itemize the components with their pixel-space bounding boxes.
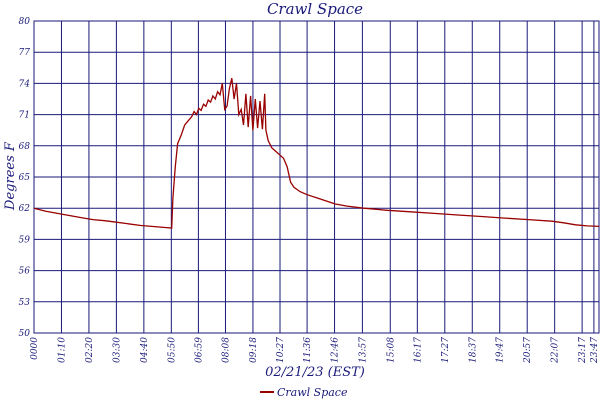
x-tick-label: 22:07 [551,337,561,364]
y-tick-label: 68 [19,142,31,152]
x-tick-label: 16:17 [413,337,423,363]
x-axis-label: 02/21/23 (EST) [265,365,365,380]
x-tick-label: 03:30 [112,337,122,363]
y-tick-label: 53 [19,298,31,308]
plot-frame [33,20,600,334]
chart-grid [33,20,600,334]
x-tick-label: 20:57 [523,337,533,364]
x-tick-label: 15:08 [386,337,396,363]
y-tick-label: 56 [19,267,31,277]
y-tick-label: 80 [19,17,31,27]
x-tick-label: 05:50 [167,337,177,363]
x-tick-label: 06:59 [194,337,204,363]
y-tick-label: 74 [19,79,31,89]
x-tick-label: 01:10 [57,337,67,363]
chart-title: Crawl Space [267,0,363,18]
legend-label: Crawl Space [277,386,348,399]
y-tick-label: 62 [19,204,31,214]
x-tick-label: 0000 [30,337,40,360]
legend: Crawl Space [260,386,348,399]
x-tick-label: 23:47 [590,337,600,364]
x-tick-label: 23:17 [578,337,588,364]
x-tick-label: 17:27 [441,337,451,363]
x-axis-ticks: 0000 01:10 02:20 03:30 04:40 05:50 06:59 08:08 0… [30,337,600,364]
x-tick-label: 12:46 [331,337,341,363]
x-tick-label: 02:20 [85,337,95,363]
y-axis-label: Degrees F [3,141,18,211]
y-axis-ticks: 50 53 56 59 62 65 68 71 74 77 80 [19,17,31,339]
x-tick-label: 13:57 [358,337,368,363]
x-tick-label: 18:37 [468,337,478,363]
x-tick-label: 10:27 [276,337,286,363]
y-tick-label: 71 [19,111,30,121]
x-tick-label: 09:18 [249,337,259,363]
x-tick-label: 08:08 [221,337,231,363]
series-line-crawl-space [33,78,600,229]
y-tick-label: 59 [19,235,31,245]
x-tick-label: 11:36 [303,337,313,363]
y-tick-label: 77 [19,48,31,58]
x-tick-label: 19:47 [496,337,506,363]
x-tick-label: 04:40 [140,337,150,363]
y-tick-label: 65 [19,173,31,183]
y-tick-label: 50 [19,329,31,339]
